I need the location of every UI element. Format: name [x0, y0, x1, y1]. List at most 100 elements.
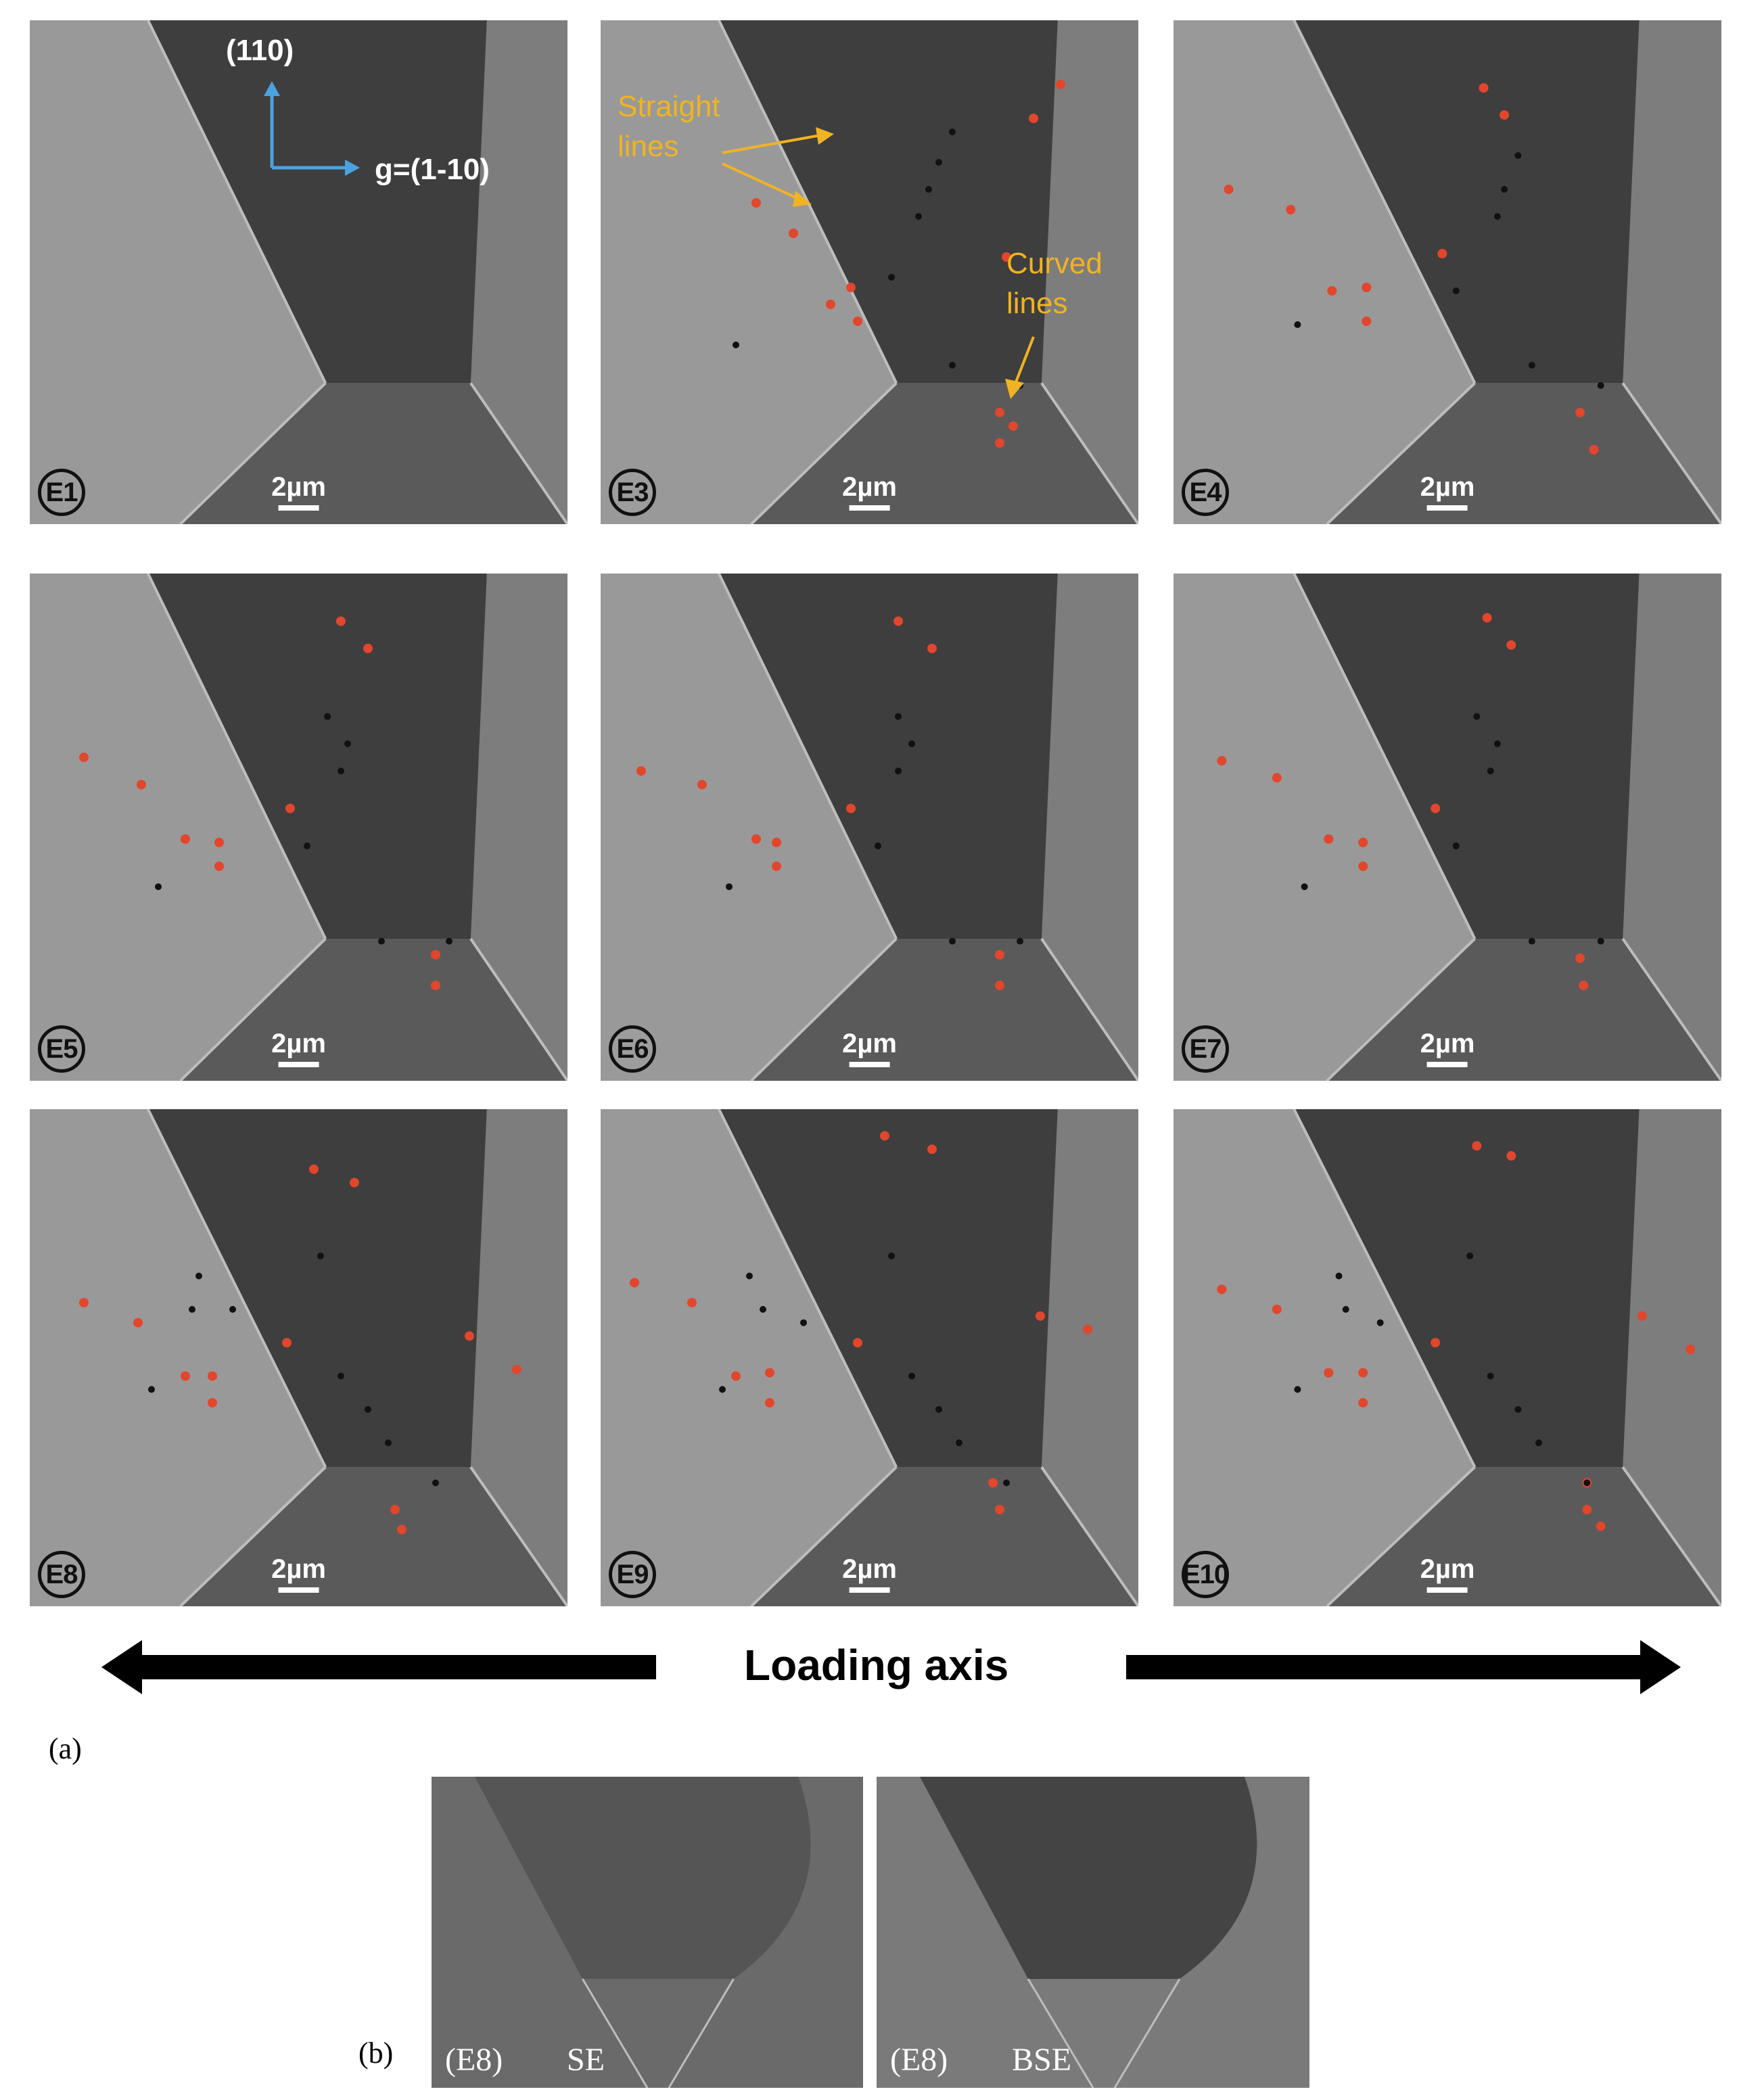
red-marker: [1324, 834, 1334, 844]
red-marker: [751, 198, 761, 208]
black-marker: [949, 129, 956, 135]
red-marker: [927, 1144, 937, 1154]
red-marker: [1272, 1304, 1282, 1314]
panel-label: E3: [609, 469, 656, 516]
black-marker: [365, 1405, 371, 1413]
black-marker: [432, 1479, 439, 1487]
red-marker: [285, 803, 295, 814]
sem-panel-e8: E8 2µm: [30, 1109, 567, 1606]
red-marker: [1056, 80, 1065, 89]
red-marker: [208, 1398, 217, 1408]
red-marker: [363, 643, 373, 653]
red-marker: [431, 981, 440, 991]
red-marker: [1686, 1345, 1696, 1355]
black-marker: [1003, 1479, 1010, 1487]
red-marker: [431, 950, 440, 960]
scale-bar: 2µm: [1420, 1554, 1475, 1593]
black-marker: [733, 342, 739, 348]
red-marker: [765, 1398, 774, 1408]
black-marker: [726, 883, 733, 891]
scale-bar-label: 2µm: [842, 1554, 897, 1584]
black-marker: [915, 213, 922, 220]
red-marker: [1272, 773, 1282, 783]
black-marker: [935, 159, 942, 166]
black-marker: [1473, 713, 1481, 720]
black-marker: [895, 767, 902, 774]
black-marker: [1487, 767, 1494, 774]
red-marker: [133, 1317, 143, 1328]
red-marker: [137, 780, 146, 790]
red-marker: [1437, 249, 1447, 258]
red-marker: [214, 861, 224, 871]
panel-label: E1: [38, 469, 85, 516]
red-marker: [1324, 1368, 1334, 1378]
black-marker: [888, 274, 895, 281]
red-marker: [826, 300, 835, 309]
black-marker: [875, 842, 881, 849]
red-marker: [1224, 185, 1234, 194]
red-marker: [995, 950, 1004, 960]
red-marker: [995, 408, 1004, 417]
red-marker: [765, 1368, 774, 1378]
loading-axis-label: Loading axis: [744, 1641, 1009, 1689]
panel-label: E4: [1182, 469, 1229, 516]
micrograph-image: [30, 20, 567, 524]
scale-bar-line: [849, 505, 890, 511]
scale-bar-label: 2µm: [842, 1029, 897, 1058]
scale-bar: 2µm: [271, 1029, 326, 1067]
sem-panel-e5: E5 2µm: [30, 574, 567, 1081]
scale-bar-label: 2µm: [842, 472, 897, 502]
black-marker: [1376, 1319, 1384, 1326]
red-marker: [181, 834, 190, 844]
red-marker: [1029, 114, 1038, 123]
black-marker: [1294, 1386, 1301, 1393]
micrograph-image: [30, 574, 567, 1081]
black-marker: [1528, 362, 1535, 369]
red-marker: [1286, 205, 1296, 214]
black-marker: [1452, 842, 1460, 849]
black-marker: [344, 740, 351, 747]
red-marker: [79, 752, 89, 762]
micrograph-image: [601, 20, 1138, 524]
red-marker: [846, 283, 856, 292]
sem-panel-e4: E4 2µm: [1174, 20, 1721, 524]
scale-bar-line: [849, 1062, 890, 1067]
micrograph-image: [1174, 574, 1721, 1081]
black-marker: [1466, 1253, 1474, 1260]
black-marker: [1017, 937, 1023, 945]
scale-bar: 2µm: [1420, 472, 1475, 511]
red-marker: [1431, 1338, 1441, 1348]
micrograph-image: [877, 1777, 1309, 2088]
black-marker: [949, 362, 956, 369]
scale-bar-line: [278, 505, 319, 511]
scale-bar-line: [278, 1062, 319, 1067]
sem-panel-e6: E6 2µm: [601, 574, 1138, 1081]
red-marker: [1596, 1521, 1606, 1531]
black-marker: [1501, 186, 1508, 193]
e8-bse-panel: (E8) BSE: [877, 1777, 1309, 2088]
red-marker: [1083, 1324, 1092, 1334]
scale-bar-line: [1426, 505, 1468, 511]
black-marker: [719, 1386, 726, 1393]
black-marker: [935, 1405, 942, 1413]
red-marker: [995, 981, 1004, 991]
red-marker: [350, 1177, 359, 1188]
black-marker: [1493, 213, 1501, 220]
red-marker: [214, 837, 224, 847]
black-marker: [746, 1272, 753, 1280]
red-marker: [1482, 613, 1492, 623]
black-marker: [895, 713, 902, 720]
black-marker: [1301, 883, 1308, 891]
scale-bar: 2µm: [842, 1554, 897, 1593]
red-marker: [995, 438, 1004, 448]
red-marker: [336, 616, 346, 626]
micrograph-image: [601, 1109, 1138, 1606]
red-marker: [1500, 110, 1510, 120]
red-marker: [880, 1131, 889, 1141]
black-marker: [956, 1439, 962, 1447]
red-marker: [636, 766, 646, 776]
red-marker: [697, 780, 707, 790]
red-marker: [1575, 953, 1585, 963]
loading-axis: Loading axis: [0, 1620, 1741, 1714]
red-marker: [1358, 837, 1368, 847]
